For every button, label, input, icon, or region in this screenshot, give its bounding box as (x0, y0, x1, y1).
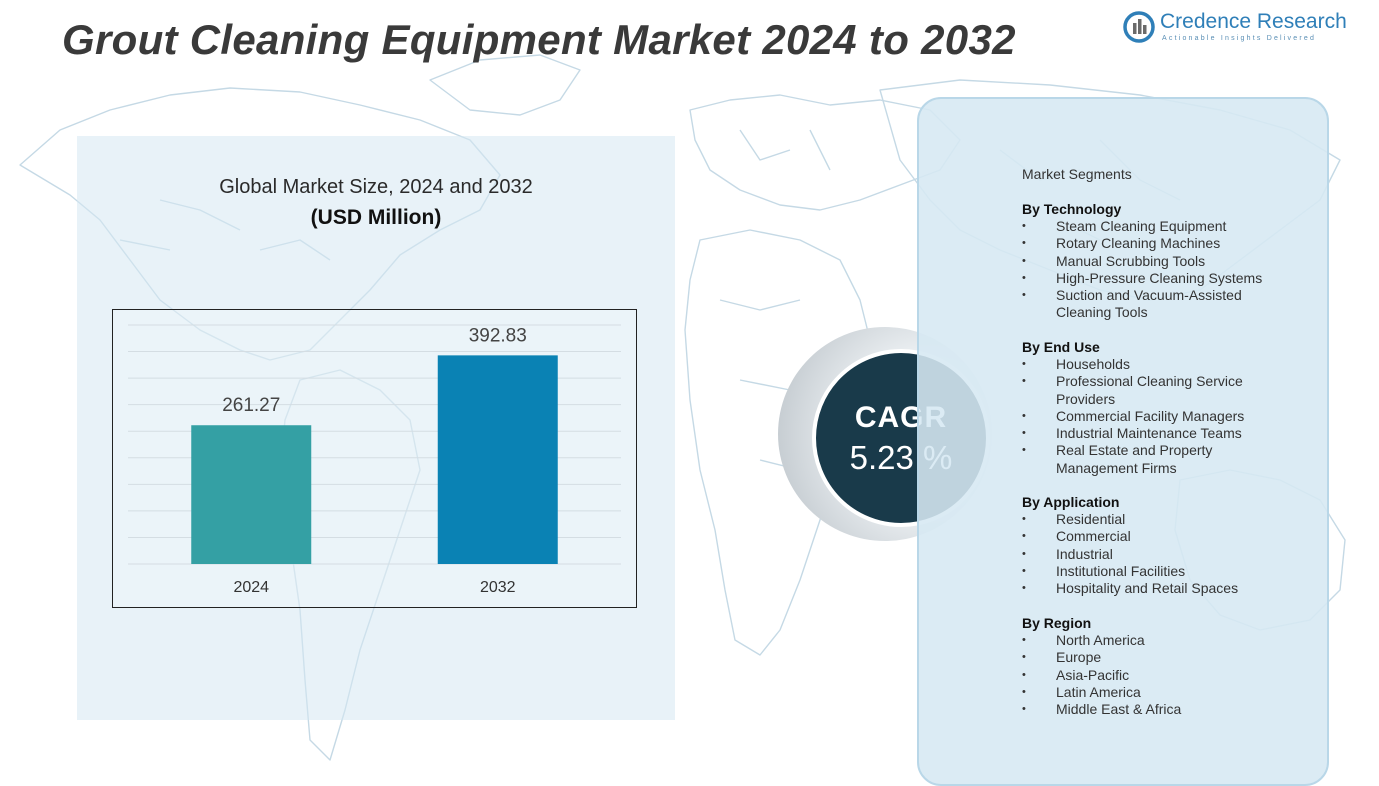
segment-item: Europe (1022, 649, 1322, 667)
segment-group-region: By Region North America Europe Asia-Paci… (1022, 615, 1322, 719)
data-label: 392.83 (469, 325, 527, 346)
logo-mark-icon (1123, 11, 1155, 43)
bar (191, 425, 312, 564)
chart-subtitle: (USD Million) (310, 206, 442, 229)
segment-item: Steam Cleaning Equipment (1022, 218, 1322, 236)
page-title: Grout Cleaning Equipment Market 2024 to … (62, 16, 1016, 63)
segment-item: Industrial Maintenance Teams (1022, 425, 1322, 443)
segment-item: Latin America (1022, 684, 1322, 702)
bar (437, 355, 558, 564)
segment-item: High-Pressure Cleaning Systems (1022, 270, 1322, 288)
segment-item: Institutional Facilities (1022, 563, 1322, 581)
segment-item: Residential (1022, 511, 1322, 529)
segment-item: Manual Scrubbing Tools (1022, 253, 1322, 271)
segment-item: North America (1022, 632, 1322, 650)
segment-item: Suction and Vacuum-Assisted Cleaning Too… (1022, 287, 1322, 322)
segment-group-title: By Region (1022, 615, 1092, 631)
credence-research-logo: Credence Research Actionable Insights De… (1122, 8, 1352, 48)
logo-name: Credence Research (1160, 10, 1347, 33)
segment-group-technology: By Technology Steam Cleaning Equipment R… (1022, 201, 1322, 322)
bar-chart: 261.27 2024 392.83 2032 (128, 324, 621, 596)
segment-item: Commercial Facility Managers (1022, 408, 1322, 426)
segment-item: Households (1022, 356, 1322, 374)
x-tick-label: 2024 (233, 579, 269, 596)
segment-group-title: By Technology (1022, 201, 1122, 217)
segment-item: Industrial (1022, 546, 1322, 564)
chart-title: Global Market Size, 2024 and 2032 (219, 176, 533, 198)
x-tick-label: 2032 (480, 579, 516, 596)
data-label: 261.27 (222, 395, 280, 416)
segments-heading: Market Segments (1022, 166, 1132, 182)
segment-item: Professional Cleaning Service Providers (1022, 373, 1322, 408)
segment-group-end-use: By End Use Households Professional Clean… (1022, 339, 1322, 477)
segment-group-title: By Application (1022, 494, 1120, 510)
logo-tagline: Actionable Insights Delivered (1162, 35, 1317, 42)
segment-item: Hospitality and Retail Spaces (1022, 580, 1322, 598)
segment-item: Real Estate and Property Management Firm… (1022, 442, 1322, 477)
segment-group-title: By End Use (1022, 339, 1100, 355)
chart-area: 261.27 2024 392.83 2032 (112, 309, 637, 608)
market-segments-panel: Market Segments By Technology Steam Clea… (917, 97, 1329, 786)
segment-item: Commercial (1022, 528, 1322, 546)
segment-item: Asia-Pacific (1022, 667, 1322, 685)
chart-panel: Global Market Size, 2024 and 2032 (USD M… (77, 136, 675, 720)
segment-item: Middle East & Africa (1022, 701, 1322, 719)
segment-group-application: By Application Residential Commercial In… (1022, 494, 1322, 598)
segment-item: Rotary Cleaning Machines (1022, 235, 1322, 253)
